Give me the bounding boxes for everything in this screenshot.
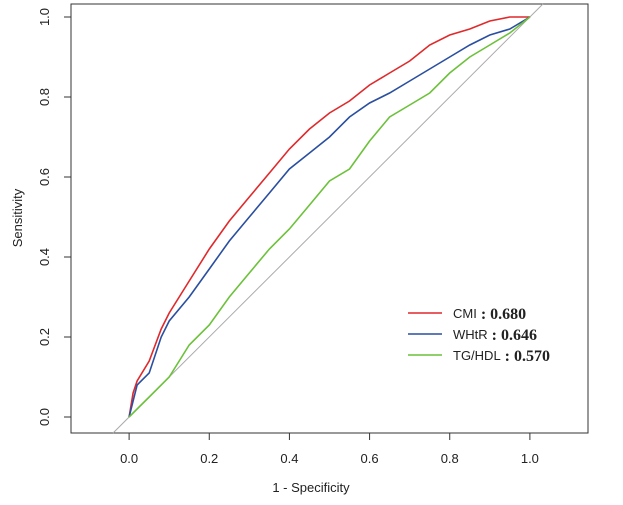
roc-curve: [128, 16, 530, 418]
legend-auc: : 0.570: [505, 348, 550, 365]
x-tick-label: 0.2: [200, 451, 218, 466]
legend-auc: : 0.646: [492, 327, 537, 344]
legend-auc: : 0.680: [481, 306, 526, 323]
y-tick-label: 0.0: [37, 408, 52, 426]
reference-line: [112, 3, 544, 434]
x-tick-label: 0.0: [120, 451, 138, 466]
legend-label: WHtR: [453, 327, 488, 342]
y-tick-label: 1.0: [37, 8, 52, 26]
roc-curve: [128, 16, 531, 418]
y-tick-label: 0.6: [37, 168, 52, 186]
x-tick-label: 1.0: [521, 451, 539, 466]
x-axis-label: 1 - Specificity: [272, 480, 350, 495]
x-tick-label: 0.8: [441, 451, 459, 466]
legend-label: TG/HDL: [453, 348, 501, 363]
plot-box: [70, 3, 589, 434]
x-tick-label: 0.6: [361, 451, 379, 466]
y-axis-label: Sensitivity: [10, 188, 25, 247]
y-tick-label: 0.4: [37, 248, 52, 266]
y-tick-label: 0.2: [37, 328, 52, 346]
roc-curve: [128, 16, 531, 418]
y-tick-label: 0.8: [37, 88, 52, 106]
x-tick-label: 0.4: [280, 451, 298, 466]
legend-label: CMI: [453, 306, 477, 321]
